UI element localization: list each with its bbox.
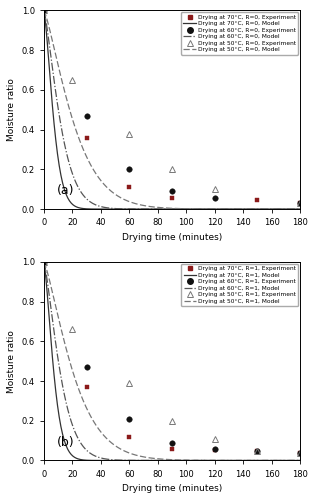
Text: (b): (b) [57, 436, 74, 448]
Y-axis label: Moisture ratio: Moisture ratio [7, 78, 16, 141]
Text: (a): (a) [57, 184, 74, 197]
Legend: Drying at 70°C, R=0, Experiment, Drying at 70°C, R=0, Model, Drying at 60°C, R=0: Drying at 70°C, R=0, Experiment, Drying … [181, 12, 298, 54]
X-axis label: Drying time (minutes): Drying time (minutes) [122, 484, 222, 493]
Legend: Drying at 70°C, R=1, Experiment, Drying at 70°C, R=1, Model, Drying at 60°C, R=1: Drying at 70°C, R=1, Experiment, Drying … [181, 264, 298, 306]
X-axis label: Drying time (minutes): Drying time (minutes) [122, 232, 222, 241]
Y-axis label: Moisture ratio: Moisture ratio [7, 330, 16, 392]
